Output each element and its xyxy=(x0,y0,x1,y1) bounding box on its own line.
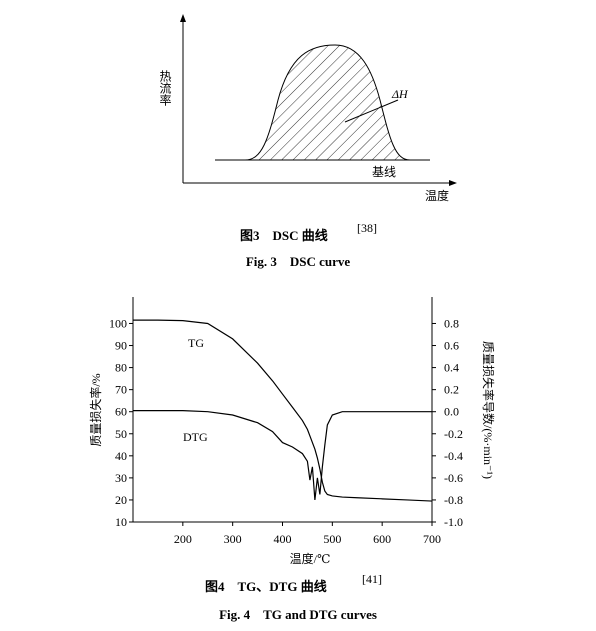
y2-label: 质量损失率导数/(%·min⁻¹) xyxy=(481,341,496,479)
y2-tick-label: -0.8 xyxy=(444,493,463,507)
area-label: ΔH xyxy=(391,87,409,101)
x-tick-label: 200 xyxy=(174,532,192,546)
caption-ref: [38] xyxy=(357,221,377,235)
y-label: 热流率 xyxy=(158,70,172,106)
y2-tick-label: 0.0 xyxy=(444,405,459,419)
series-label: TG xyxy=(188,336,204,350)
y-tick-label: 90 xyxy=(115,339,127,353)
x-tick-label: 500 xyxy=(323,532,341,546)
y-label: 质量损失率/% xyxy=(88,373,103,446)
axis-frame xyxy=(132,297,433,523)
y-tick-label: 10 xyxy=(115,515,127,529)
dsc-peak xyxy=(244,44,411,161)
series-line xyxy=(133,410,432,501)
caption-ref: [41] xyxy=(362,572,382,586)
x-tick-label: 600 xyxy=(373,532,391,546)
y2-tick-label: 0.2 xyxy=(444,383,459,397)
caption-en: Fig. 4 TG and DTG curves xyxy=(219,607,377,622)
y2-tick-label: 0.6 xyxy=(444,339,459,353)
figure-4: 温度/℃ 质量损失率/% 质量损失率导数/(%·min⁻¹) TG DTG 图4… xyxy=(88,297,496,622)
leader xyxy=(344,99,399,123)
series-label: DTG xyxy=(183,430,208,444)
x-tick-label: 400 xyxy=(274,532,292,546)
figure-3: 热流率 温度 ΔH 基线 图3 DSC 曲线 [38] Fig. 3 DSC c… xyxy=(158,14,457,269)
x-label: 温度 xyxy=(425,188,449,203)
series-line xyxy=(133,319,433,502)
y2-tick-label: -0.6 xyxy=(444,471,463,485)
x-tick-label: 700 xyxy=(423,532,441,546)
y2-tick-label: 0.8 xyxy=(444,316,459,330)
y-tick-label: 60 xyxy=(115,405,127,419)
y-tick-label: 80 xyxy=(115,361,127,375)
x-label: 温度/℃ xyxy=(290,551,331,566)
y-tick-label: 70 xyxy=(115,383,127,397)
arrow xyxy=(180,14,186,22)
y-tick-label: 50 xyxy=(115,427,127,441)
arrow xyxy=(449,180,457,186)
baseline-label: 基线 xyxy=(372,165,396,179)
caption-cn: 图4 TG、DTG 曲线 xyxy=(205,579,327,594)
y2-tick-label: -1.0 xyxy=(444,515,463,529)
y2-tick-label: 0.4 xyxy=(444,361,459,375)
y2-tick-label: -0.4 xyxy=(444,449,463,463)
caption-cn: 图3 DSC 曲线 xyxy=(240,228,328,243)
y-tick-label: 40 xyxy=(115,449,127,463)
y-tick-label: 30 xyxy=(115,471,127,485)
y2-tick-label: -0.2 xyxy=(444,427,463,441)
y-tick-label: 20 xyxy=(115,493,127,507)
y-tick-label: 100 xyxy=(109,316,127,330)
x-tick-label: 300 xyxy=(224,532,242,546)
caption-en: Fig. 3 DSC curve xyxy=(246,254,351,269)
